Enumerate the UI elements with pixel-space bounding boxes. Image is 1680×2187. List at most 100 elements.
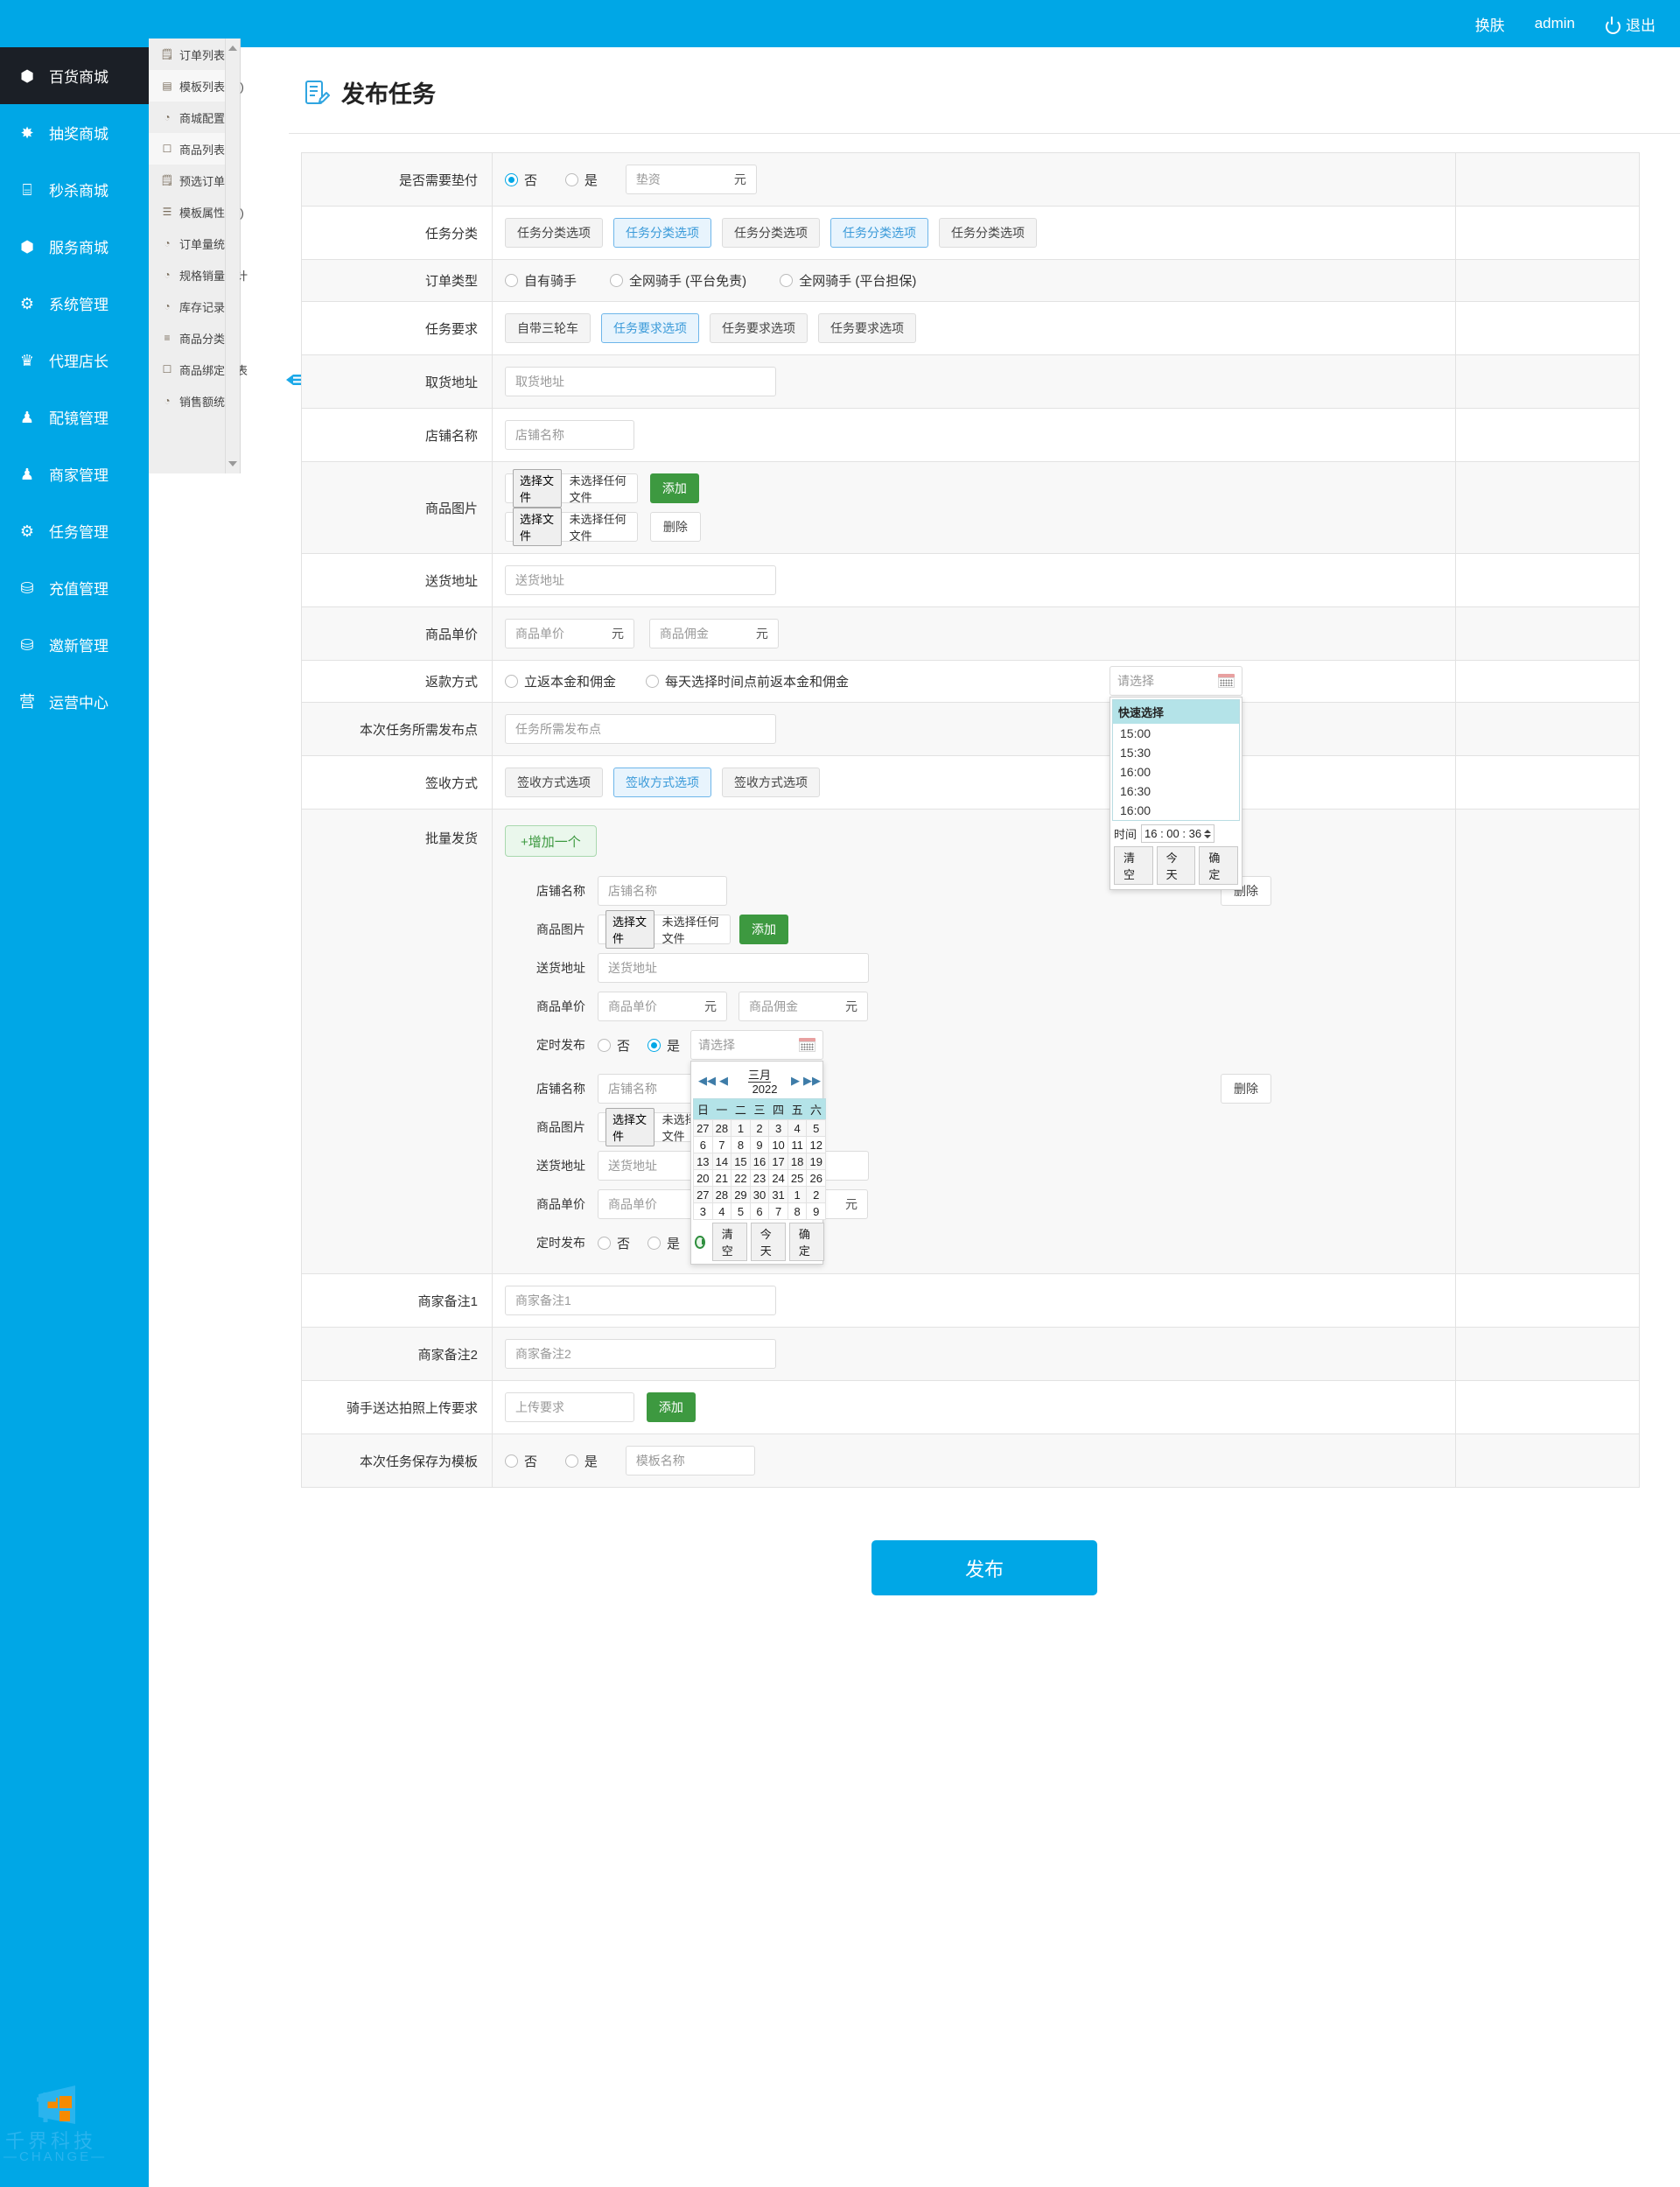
task-category-option-1[interactable]: 任务分类选项 <box>613 218 711 248</box>
calendar-day[interactable]: 8 <box>787 1202 808 1220</box>
calendar-day[interactable]: 27 <box>693 1119 713 1137</box>
spinner-arrows-icon[interactable] <box>1204 829 1212 838</box>
date-confirm-button[interactable]: 确定 <box>788 1223 825 1261</box>
calendar-day[interactable]: 8 <box>731 1136 751 1153</box>
refund-mode-radio-0[interactable]: 立返本金和佣金 <box>505 672 616 690</box>
sidebar-item-7[interactable]: ♟ 商家管理 <box>0 445 149 502</box>
delete-group-button[interactable]: 删除 <box>1221 1074 1271 1104</box>
choose-file-button[interactable]: 选择文件 <box>606 910 654 949</box>
photo-requirement-input[interactable]: 上传要求 <box>505 1392 634 1422</box>
add-image-button[interactable]: 添加 <box>649 473 699 503</box>
calendar-day[interactable]: 23 <box>749 1169 770 1187</box>
calendar-day[interactable]: 5 <box>806 1119 827 1137</box>
next-year-icon[interactable]: ▶▶ <box>803 1074 822 1087</box>
sidebar-item-3[interactable]: ⬢ 服务商城 <box>0 218 149 275</box>
calendar-year[interactable]: 2022 <box>752 1083 778 1096</box>
submenu-item-8[interactable]: ◔ 库存记录 <box>149 291 240 322</box>
calendar-day[interactable]: 9 <box>806 1202 827 1220</box>
sidebar-item-11[interactable]: 营运营中心 <box>0 673 149 730</box>
task-category-option-0[interactable]: 任务分类选项 <box>505 218 603 248</box>
logout-button[interactable]: 退出 <box>1605 13 1656 35</box>
radio-advance-yes[interactable]: 是 <box>564 171 598 189</box>
choose-file-button[interactable]: 选择文件 <box>606 1108 654 1146</box>
time-clear-button[interactable]: 清空 <box>1113 846 1153 885</box>
calendar-day[interactable]: 6 <box>749 1202 770 1220</box>
advance-amount-input[interactable]: 垫资 元 <box>625 165 757 194</box>
calendar-day[interactable]: 3 <box>693 1202 713 1220</box>
date-today-button[interactable]: 今天 <box>750 1223 786 1261</box>
sidebar-item-9[interactable]: ⛁ 充值管理 <box>0 559 149 616</box>
quick-time-item-2[interactable]: 16:00 <box>1120 765 1152 779</box>
calendar-day[interactable]: 27 <box>693 1186 713 1203</box>
calendar-day[interactable]: 11 <box>787 1136 808 1153</box>
calendar-day[interactable]: 28 <box>711 1119 732 1137</box>
remark-1-input[interactable]: 商家备注1 <box>505 1286 776 1315</box>
remark-2-input[interactable]: 商家备注2 <box>505 1339 776 1369</box>
calendar-day[interactable]: 6 <box>693 1136 713 1153</box>
prev-month-icon[interactable]: ◀ <box>719 1074 729 1087</box>
calendar-day[interactable]: 15 <box>731 1153 751 1170</box>
submenu-item-4[interactable]: 🗒 预选订单 <box>149 165 240 196</box>
calendar-day[interactable]: 14 <box>711 1153 732 1170</box>
time-confirm-button[interactable]: 确定 <box>1199 846 1238 885</box>
sidebar-item-4[interactable]: ⚙ 系统管理 <box>0 275 149 332</box>
batch-shop-name-input[interactable]: 店铺名称 <box>598 876 727 906</box>
next-month-icon[interactable]: ▶ <box>791 1074 801 1087</box>
calendar-day[interactable]: 28 <box>711 1186 732 1203</box>
calendar-day[interactable]: 18 <box>787 1153 808 1170</box>
calendar-month[interactable]: 三月 <box>748 1069 772 1083</box>
calendar-day[interactable]: 1 <box>787 1186 808 1203</box>
batch-timed-no[interactable]: 否 <box>598 1036 630 1055</box>
sidebar-item-6[interactable]: ♟ 配镜管理 <box>0 389 149 445</box>
order-type-radio-2[interactable]: 全网骑手 (平台担保) <box>780 271 916 290</box>
calendar-day[interactable]: 21 <box>711 1169 732 1187</box>
time-today-button[interactable]: 今天 <box>1156 846 1196 885</box>
submenu-item-9[interactable]: ≡ 商品分类 <box>149 322 240 354</box>
radio-advance-no[interactable]: 否 <box>505 171 537 189</box>
calendar-day[interactable]: 7 <box>768 1202 788 1220</box>
task-require-option-1[interactable]: 任务要求选项 <box>601 313 699 343</box>
order-type-radio-1[interactable]: 全网骑手 (平台免责) <box>610 271 746 290</box>
publish-points-input[interactable]: 任务所需发布点 <box>505 714 776 744</box>
pickup-address-input[interactable]: 取货地址 <box>505 367 776 396</box>
radio-save-template-no[interactable]: 否 <box>505 1452 537 1470</box>
calendar-day[interactable]: 13 <box>693 1153 713 1170</box>
task-require-option-0[interactable]: 自带三轮车 <box>505 313 591 343</box>
change-skin-link[interactable]: 换肤 <box>1474 17 1505 34</box>
sidebar-item-5[interactable]: ♛ 代理店长 <box>0 332 149 389</box>
batch-date-input-1[interactable]: 请选择 <box>690 1030 824 1060</box>
calendar-day[interactable]: 5 <box>731 1202 751 1220</box>
refund-mode-radio-1[interactable]: 每天选择时间点前返本金和佣金 <box>646 672 849 690</box>
quick-time-item-3[interactable]: 16:30 <box>1120 784 1152 798</box>
batch-price-input[interactable]: 商品单价 元 <box>598 992 727 1021</box>
quick-time-item-4[interactable]: 16:00 <box>1120 803 1152 817</box>
calendar-day[interactable]: 4 <box>787 1119 808 1137</box>
calendar-grid[interactable]: 日一二三四五六 27 28 1 2 3 4 5 6 7 8 9 10 11 12 13 14 15 16 17 18 1… <box>693 1098 827 1220</box>
task-require-option-3[interactable]: 任务要求选项 <box>818 313 916 343</box>
sign-mode-option-0[interactable]: 签收方式选项 <box>505 768 603 797</box>
calendar-day[interactable]: 16 <box>749 1153 770 1170</box>
task-category-option-2[interactable]: 任务分类选项 <box>722 218 820 248</box>
calendar-day[interactable]: 19 <box>806 1153 827 1170</box>
batch-delivery-address-input[interactable]: 送货地址 <box>598 953 869 983</box>
batch-commission-input[interactable]: 商品佣金 元 <box>738 992 868 1021</box>
quick-time-item-1[interactable]: 15:30 <box>1120 746 1152 760</box>
task-category-option-3[interactable]: 任务分类选项 <box>830 218 928 248</box>
batch-add-image-button[interactable]: 添加 <box>739 915 788 944</box>
calendar-day[interactable]: 3 <box>768 1119 788 1137</box>
sidebar-item-8[interactable]: ⚙ 任务管理 <box>0 502 149 559</box>
batch-timed-yes[interactable]: 是 <box>648 1234 680 1252</box>
calendar-day[interactable]: 2 <box>749 1119 770 1137</box>
task-category-option-4[interactable]: 任务分类选项 <box>939 218 1037 248</box>
prev-year-icon[interactable]: ◀◀ <box>698 1074 717 1087</box>
submenu-item-0[interactable]: 🗒 订单列表 <box>149 39 240 70</box>
calendar-day[interactable]: 7 <box>711 1136 732 1153</box>
submenu-item-2[interactable]: ◔ 商城配置 <box>149 102 240 133</box>
batch-timed-yes[interactable]: 是 <box>648 1036 680 1055</box>
delete-image-button[interactable]: 删除 <box>649 512 701 542</box>
calendar-day[interactable]: 1 <box>731 1119 751 1137</box>
goods-price-input[interactable]: 商品单价 元 <box>505 619 634 648</box>
template-name-input[interactable]: 模板名称 <box>625 1446 755 1476</box>
calendar-day[interactable]: 26 <box>806 1169 827 1187</box>
scroll-up-icon[interactable] <box>228 46 237 51</box>
